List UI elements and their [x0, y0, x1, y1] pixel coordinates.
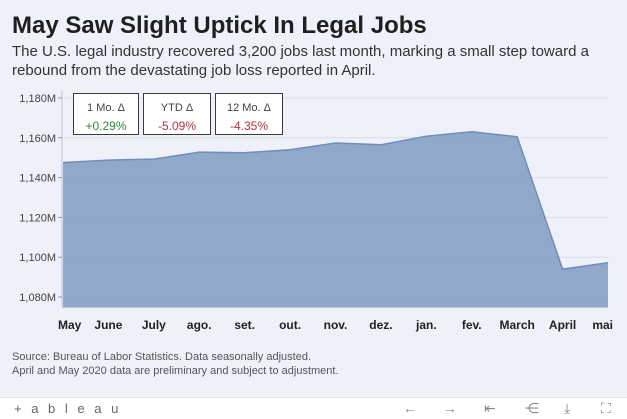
viz-area: May Saw Slight Uptick In Legal Jobs The …: [0, 0, 627, 397]
x-tick-label: jan.: [415, 318, 437, 332]
source-line-1: Source: Bureau of Labor Statistics. Data…: [12, 351, 312, 363]
data-point[interactable]: [514, 134, 520, 140]
area-chart[interactable]: 1,080M 1,100M 1,120M 1,140M 1,160M 1,180M May…: [0, 0, 627, 397]
tableau-toolbar: + a b l e a u ← → ⇤ ⋲ ⤓ ⛶: [0, 397, 627, 419]
chart-title: May Saw Slight Uptick In Legal Jobs: [12, 12, 427, 39]
stat-value: -4.35%: [229, 119, 269, 133]
data-point[interactable]: [605, 260, 611, 266]
data-point[interactable]: [196, 149, 202, 155]
y-axis: 1,080M 1,100M 1,120M 1,140M 1,160M 1,180M: [19, 90, 63, 307]
stat-value: -5.09%: [157, 119, 197, 133]
data-point[interactable]: [469, 129, 475, 135]
x-tick-label: May: [58, 318, 82, 332]
x-tick-label: set.: [234, 318, 255, 332]
data-point[interactable]: [287, 147, 293, 153]
stat-12-month-change: 12 Mo. Δ -4.35%: [215, 93, 283, 135]
x-tick-label: March: [499, 318, 534, 332]
data-point[interactable]: [560, 266, 566, 272]
stat-1-month-change: 1 Mo. Δ +0.29%: [73, 93, 139, 135]
y-tick-label: 1,100M: [19, 252, 56, 264]
x-tick-label: nov.: [324, 318, 348, 332]
y-tick-label: 1,140M: [19, 173, 56, 185]
stat-label: 1 Mo. Δ: [87, 102, 125, 114]
y-tick-label: 1,080M: [19, 292, 56, 304]
source-line-2: April and May 2020 data are preliminary …: [12, 365, 339, 377]
area-line: [62, 131, 609, 271]
x-tick-label: April: [549, 318, 576, 332]
x-tick-label: June: [94, 318, 122, 332]
data-point[interactable]: [242, 150, 248, 156]
stat-ytd-change: YTD Δ -5.09%: [143, 93, 211, 135]
fullscreen-icon[interactable]: ⛶: [601, 400, 611, 416]
share-icon[interactable]: ⋲: [525, 400, 539, 416]
y-tick-label: 1,180M: [19, 93, 56, 105]
data-point[interactable]: [423, 133, 429, 139]
data-point[interactable]: [60, 160, 66, 166]
x-tick-label: July: [142, 318, 166, 332]
area-fill[interactable]: [63, 131, 608, 307]
tableau-logo[interactable]: + a b l e a u: [14, 401, 122, 416]
download-icon[interactable]: ⤓: [564, 400, 571, 416]
stat-label: 12 Mo. Δ: [226, 102, 272, 114]
data-point[interactable]: [333, 140, 339, 146]
x-tick-label: mai: [592, 318, 613, 332]
data-point[interactable]: [378, 142, 384, 148]
y-tick-label: 1,160M: [19, 133, 56, 145]
x-tick-label: out.: [279, 318, 301, 332]
area-series: [60, 129, 611, 307]
stat-value: +0.29%: [85, 119, 127, 133]
x-tick-label: ago.: [187, 318, 212, 332]
source-note: Source: Bureau of Labor Statistics. Data…: [12, 350, 339, 378]
x-tick-label: dez.: [369, 318, 392, 332]
chart-subtitle: The U.S. legal industry recovered 3,200 …: [12, 43, 589, 79]
x-axis: May June July ago. set. out. nov. dez. jan. fev. M…: [58, 307, 613, 332]
x-tick-label: fev.: [462, 318, 482, 332]
y-tick-label: 1,120M: [19, 212, 56, 224]
redo-icon[interactable]: →: [443, 400, 457, 416]
stat-label: YTD Δ: [160, 102, 194, 114]
data-point[interactable]: [151, 156, 157, 162]
data-point[interactable]: [105, 157, 111, 163]
undo-icon[interactable]: ←: [403, 400, 417, 416]
revert-icon[interactable]: ⇤: [484, 400, 496, 416]
